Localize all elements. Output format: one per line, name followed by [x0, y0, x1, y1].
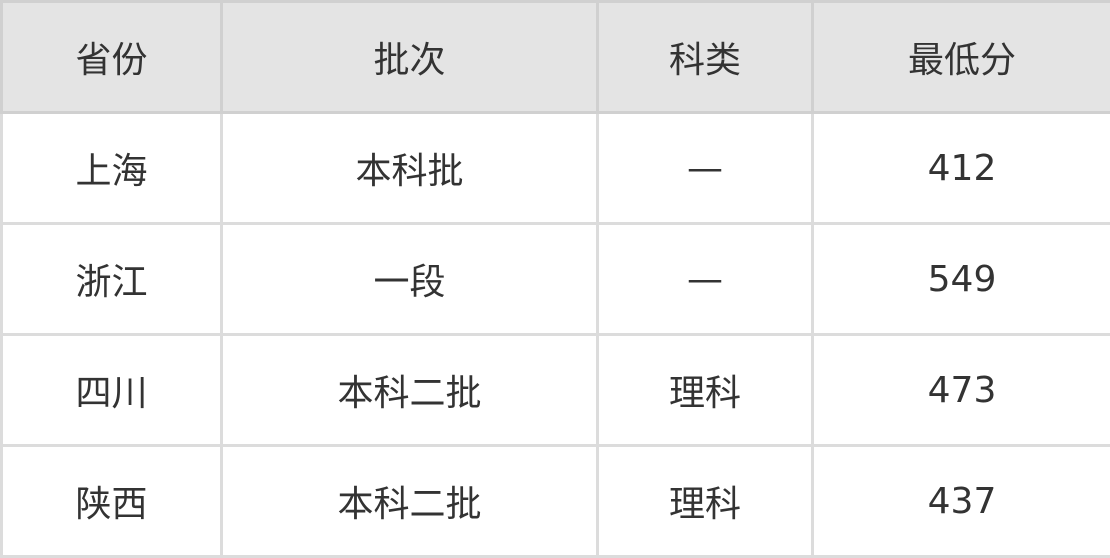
cell-category: — [596, 222, 814, 336]
table-row: 上海 本科批 —412 [0, 111, 1110, 225]
header-min-score: 最低分 [811, 0, 1110, 114]
table-row: 浙江 一段 —549 [0, 222, 1110, 336]
cell-batch: 本科批 [220, 111, 599, 225]
cell-province: 浙江 [0, 222, 223, 336]
cell-province: 陕西 [0, 444, 223, 558]
header-category: 科类 [596, 0, 814, 114]
cell-min-score: 549 [811, 222, 1110, 336]
cell-category: — [596, 111, 814, 225]
cell-batch: 本科二批 [220, 333, 599, 447]
header-batch: 批次 [220, 0, 599, 114]
cell-batch: 本科二批 [220, 444, 599, 558]
header-province: 省份 [0, 0, 223, 114]
table-row: 陕西 本科二批 理科 437 [0, 444, 1110, 558]
cell-province: 四川 [0, 333, 223, 447]
cell-min-score: 437 [811, 444, 1110, 558]
header-row: 省份 批次 科类 最低分 [0, 0, 1110, 114]
cell-category: 理科 [596, 444, 814, 558]
cell-min-score: 412 [811, 111, 1110, 225]
cell-province: 上海 [0, 111, 223, 225]
cell-batch: 一段 [220, 222, 599, 336]
cell-category: 理科 [596, 333, 814, 447]
table-row: 四川 本科二批 理科 473 [0, 333, 1110, 447]
cell-min-score: 473 [811, 333, 1110, 447]
